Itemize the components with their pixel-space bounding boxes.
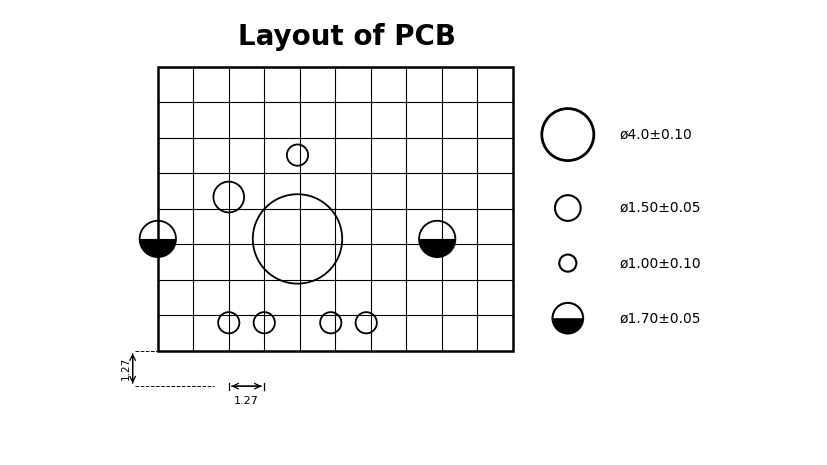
Text: ø1.00±0.10: ø1.00±0.10 [620, 256, 701, 270]
Text: 1.27: 1.27 [121, 357, 131, 380]
Wedge shape [140, 239, 176, 257]
Text: ø1.70±0.05: ø1.70±0.05 [620, 311, 701, 325]
Text: ø4.0±0.10: ø4.0±0.10 [620, 127, 692, 141]
Wedge shape [419, 239, 456, 257]
Text: ø1.50±0.05: ø1.50±0.05 [620, 201, 701, 215]
Bar [158, 67, 513, 351]
Wedge shape [552, 318, 583, 333]
Text: 1.27: 1.27 [234, 396, 259, 406]
Text: Layout of PCB: Layout of PCB [238, 23, 457, 51]
